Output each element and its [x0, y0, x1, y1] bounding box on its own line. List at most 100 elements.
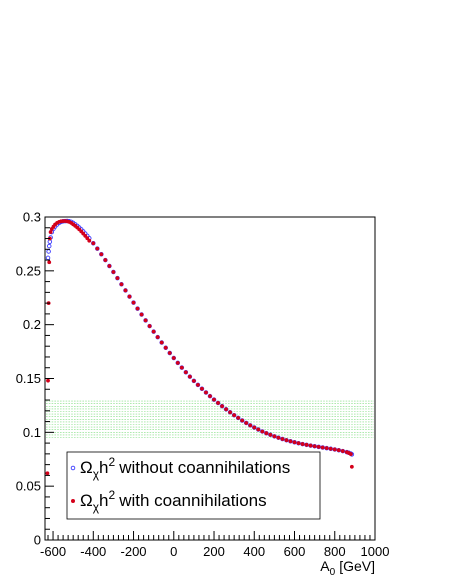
series-1-point-77	[296, 441, 301, 446]
legend-box	[66, 451, 321, 520]
x-axis-title-main: A	[320, 558, 330, 574]
series-1-point-3	[47, 260, 52, 265]
series-1-point-5	[48, 230, 53, 234]
series-1-point-74	[284, 438, 289, 443]
x-tick-label-5: 400	[243, 544, 265, 559]
legend-with-text: with coannihilations	[118, 491, 266, 510]
series-1-point-86	[332, 447, 337, 452]
series-1-point-33	[119, 282, 124, 287]
series-1-point-37	[135, 306, 140, 311]
x-axis-title: A0 [GeV]	[320, 558, 375, 578]
series-1-point-82	[316, 444, 321, 449]
legend-with-chi: χ	[93, 500, 100, 514]
series-1-point-32	[115, 276, 120, 281]
series-1-point-27	[95, 246, 100, 251]
y-axis: 0 0.05 0.1 0.15 0.2 0.25 0.3	[16, 210, 54, 548]
legend-entry-without: Ωχh2 without coannihilations	[80, 455, 290, 481]
series-1-point-62	[236, 416, 241, 420]
series-1-point-52	[196, 382, 200, 387]
series-1-point-84	[324, 446, 329, 451]
legend-without-omega: Ω	[80, 458, 93, 477]
series-1-point-29	[103, 258, 108, 262]
series-1-point-28	[99, 252, 104, 257]
x-tick-label-4: 200	[203, 544, 225, 559]
series-1-point-54	[204, 390, 208, 395]
legend-without-h: h	[99, 458, 108, 477]
series-1-point-61	[232, 413, 237, 418]
legend-without-sup: 2	[109, 455, 116, 469]
series-1-point-67	[256, 427, 261, 432]
y-tick-label-5: 0.25	[16, 263, 41, 278]
legend-without-chi: χ	[93, 467, 100, 481]
x-axis: -600 -400 -200 0 200 400 600 800 1000	[40, 531, 389, 559]
series-1-point-0	[45, 471, 50, 476]
x-tick-label-1: -400	[80, 544, 106, 559]
series-1-point-44	[163, 345, 168, 350]
series-1-point-91	[348, 452, 353, 456]
series-1-point-1	[46, 378, 50, 383]
series-1-point-81	[312, 444, 317, 449]
x-tick-label-2: -200	[121, 544, 147, 559]
series-1-point-66	[252, 425, 257, 430]
y-tick-label-1: 0.05	[16, 479, 41, 494]
series-1-point-73	[280, 437, 285, 441]
y-tick-label-0: 0	[34, 533, 41, 548]
series-1-point-41	[151, 329, 156, 334]
series-1-point-63	[240, 418, 245, 423]
series-1-point-71	[272, 434, 277, 439]
data-points	[45, 218, 355, 476]
series-1-point-58	[220, 404, 224, 409]
y-tick-label-3: 0.15	[16, 371, 41, 386]
x-axis-title-subscript: 0	[330, 567, 336, 578]
series-1-point-48	[179, 365, 184, 370]
series-1-point-45	[167, 351, 172, 355]
series-1-point-49	[183, 370, 188, 375]
legend-with-sup: 2	[109, 488, 116, 502]
series-1-point-78	[300, 442, 305, 446]
series-0-point-2	[46, 243, 52, 249]
series-1-point-92	[349, 464, 354, 469]
legend-with-omega: Ω	[80, 491, 93, 510]
legend-marker-with	[71, 499, 75, 503]
x-tick-label-7: 800	[324, 544, 346, 559]
series-1-point-59	[224, 407, 229, 412]
x-tick-label-6: 600	[284, 544, 306, 559]
series-1-point-53	[200, 386, 204, 391]
legend-marker-without	[70, 465, 76, 471]
x-axis-title-unit: [GeV]	[339, 558, 375, 574]
series-1-point-72	[276, 435, 281, 440]
series-1-point-35	[127, 294, 132, 299]
series-1-point-64	[244, 421, 249, 425]
x-tick-label-3: 0	[170, 544, 177, 559]
y-tick-label-4: 0.2	[23, 317, 41, 332]
legend-without-text: without coannihilations	[118, 458, 290, 477]
series-1-point-85	[328, 446, 333, 451]
series-1-point-38	[139, 312, 144, 317]
relic-density-band	[46, 400, 374, 438]
series-1-point-51	[192, 378, 196, 383]
series-1-point-43	[159, 340, 164, 345]
series-1-point-80	[308, 443, 313, 448]
series-1-point-65	[248, 423, 253, 428]
x-tick-label-0: -600	[40, 544, 66, 559]
series-1-point-36	[131, 300, 136, 305]
series-1-point-26	[91, 241, 96, 246]
series-1-point-34	[123, 288, 128, 293]
series-1-point-56	[212, 397, 216, 402]
series-1-point-47	[175, 360, 180, 365]
series-1-point-88	[340, 449, 345, 453]
series-1-point-40	[147, 324, 152, 328]
series-1-point-30	[107, 264, 112, 268]
series-1-point-68	[260, 429, 265, 434]
series-1-point-55	[208, 394, 212, 399]
series-1-point-57	[216, 401, 220, 405]
legend-with-h: h	[99, 491, 108, 510]
series-1-point-50	[187, 374, 192, 379]
series-1-point-31	[111, 270, 116, 274]
y-tick-label-6: 0.3	[23, 210, 41, 225]
y-tick-label-2: 0.1	[23, 425, 41, 440]
series-1-point-25	[87, 238, 92, 243]
series-1-point-87	[336, 448, 341, 453]
x-tick-label-8: 1000	[361, 544, 390, 559]
